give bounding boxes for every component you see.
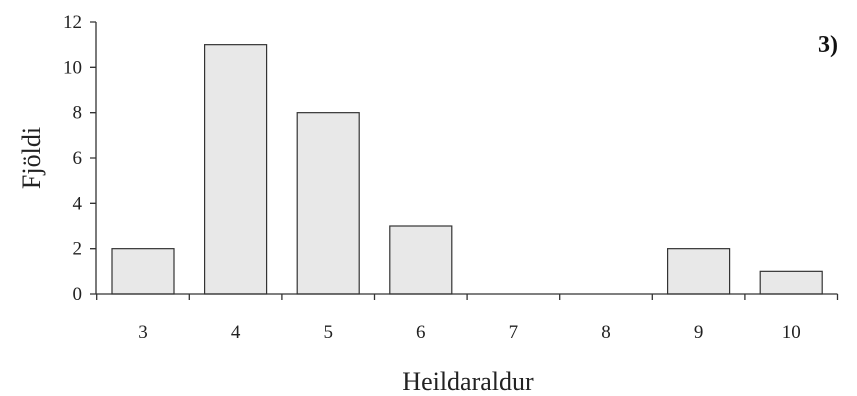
y-tick-label: 2 — [73, 239, 83, 260]
x-tick-label: 9 — [694, 322, 704, 343]
y-axis-line — [90, 21, 97, 295]
y-tick-label: 0 — [73, 284, 83, 305]
bar-3 — [111, 248, 175, 295]
x-tick-label: 7 — [509, 322, 519, 343]
bar-9 — [666, 248, 731, 295]
x-tick-label: 8 — [601, 322, 611, 343]
y-tick-label: 4 — [73, 193, 83, 214]
y-axis-ticks: 0 2 4 6 8 10 12 — [63, 12, 83, 305]
y-tick-label: 10 — [63, 57, 82, 78]
bar-4 — [204, 44, 268, 295]
x-tick-label: 6 — [416, 322, 426, 343]
panel-label: 3) — [818, 32, 838, 58]
x-tick-label: 5 — [323, 322, 333, 343]
y-tick-label: 12 — [63, 12, 82, 33]
bar-5 — [296, 112, 360, 295]
bar-10 — [759, 270, 823, 295]
x-tick-label: 3 — [138, 322, 148, 343]
x-axis-line — [96, 293, 839, 300]
bars — [111, 44, 823, 295]
x-tick-label: 4 — [231, 322, 241, 343]
y-tick-label: 6 — [73, 148, 83, 169]
bar-6 — [389, 225, 453, 295]
x-axis-tick-labels: 3 4 5 6 7 8 9 10 — [138, 322, 800, 343]
x-tick-label: 10 — [782, 322, 801, 343]
y-tick-label: 8 — [73, 103, 83, 124]
x-axis-title: Heildaraldur — [402, 367, 534, 396]
y-axis-title: Fjöldi — [17, 127, 46, 189]
